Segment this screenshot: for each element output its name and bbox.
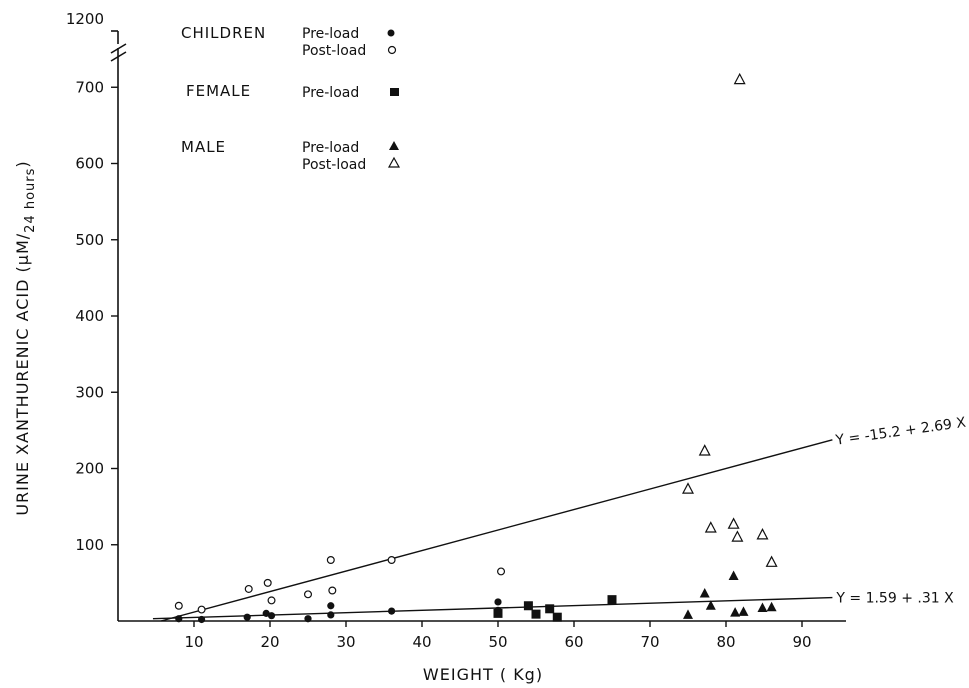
legend-group-female: FEMALE bbox=[186, 82, 251, 100]
data-point bbox=[523, 601, 533, 611]
data-point bbox=[756, 528, 769, 540]
x-ticks: 10 20 30 40 50 60 70 80 90 bbox=[184, 621, 812, 651]
data-point bbox=[388, 607, 396, 615]
data-point bbox=[699, 588, 710, 598]
data-point bbox=[733, 72, 746, 85]
y-axis-title-end: ) bbox=[13, 160, 32, 167]
data-point bbox=[267, 612, 276, 620]
data-points bbox=[174, 72, 778, 624]
data-point bbox=[682, 482, 694, 494]
x-axis-title: WEIGHT ( Kg) bbox=[423, 665, 543, 684]
x-tick-label: 90 bbox=[792, 633, 811, 651]
data-point bbox=[738, 606, 749, 616]
svg-text:URINE XANTHURENIC ACID (µM/24: URINE XANTHURENIC ACID (µM/24 hours) bbox=[13, 160, 38, 515]
legend: CHILDREN Pre-load Post-load FEMALE Pre-l… bbox=[181, 24, 401, 173]
data-point bbox=[704, 521, 717, 533]
data-point bbox=[198, 615, 206, 624]
data-point bbox=[552, 612, 562, 622]
data-point bbox=[197, 605, 206, 614]
data-point bbox=[607, 595, 617, 605]
data-point bbox=[705, 600, 716, 610]
data-point bbox=[263, 578, 272, 587]
data-point bbox=[731, 530, 744, 542]
data-point bbox=[494, 598, 502, 606]
legend-marker-children-pre bbox=[387, 29, 395, 37]
legend-marker-children-post bbox=[387, 45, 397, 55]
x-tick-label: 80 bbox=[716, 633, 735, 651]
regression-label: Y = -15.2 + 2.69 X bbox=[834, 415, 968, 449]
fit-lines: Y = -15.2 + 2.69 X Y = 1.59 + .31 X bbox=[152, 415, 968, 622]
y-axis-title: URINE XANTHURENIC ACID (µM/24 hours) bbox=[13, 160, 38, 515]
legend-marker-male-pre bbox=[389, 141, 399, 150]
data-point bbox=[327, 602, 335, 610]
data-point bbox=[244, 584, 253, 593]
data-point bbox=[497, 567, 506, 576]
data-point bbox=[698, 444, 711, 456]
data-point bbox=[267, 596, 276, 605]
legend-marker-female-pre bbox=[390, 88, 399, 96]
y-tick-label: 700 bbox=[75, 78, 104, 96]
y-axis-title-slash: / bbox=[13, 233, 32, 239]
y-tick-label: 400 bbox=[75, 307, 104, 325]
data-point bbox=[730, 607, 741, 617]
x-tick-label: 30 bbox=[336, 633, 355, 651]
data-point bbox=[493, 608, 503, 618]
x-tick-label: 60 bbox=[564, 633, 583, 651]
legend-group-children: CHILDREN bbox=[181, 24, 266, 42]
x-tick-label: 10 bbox=[184, 633, 203, 651]
x-tick-label: 20 bbox=[260, 633, 279, 651]
y-axis-title-main: URINE XANTHURENIC ACID (µM bbox=[13, 239, 32, 515]
y-tick-label: 200 bbox=[75, 460, 104, 478]
y-tick-label: 100 bbox=[75, 536, 104, 554]
data-point bbox=[326, 555, 335, 564]
x-tick-label: 40 bbox=[412, 633, 431, 651]
legend-label-male-pre: Pre-load bbox=[302, 140, 359, 156]
x-tick-label: 50 bbox=[488, 633, 507, 651]
data-point bbox=[174, 601, 183, 610]
x-tick-label: 70 bbox=[640, 633, 659, 651]
legend-marker-male-post bbox=[387, 156, 401, 168]
y-tick-label: 500 bbox=[75, 231, 104, 249]
data-point bbox=[387, 555, 396, 564]
data-point bbox=[327, 611, 335, 619]
y-axis-title-sub: 24 hours bbox=[23, 168, 38, 233]
y-break-label: 1200 bbox=[66, 10, 104, 28]
data-point bbox=[545, 604, 555, 614]
data-point bbox=[766, 601, 777, 612]
data-point bbox=[328, 586, 337, 595]
regression-label: Y = 1.59 + .31 X bbox=[835, 591, 954, 607]
y-axis-break bbox=[110, 43, 127, 62]
data-point bbox=[243, 613, 251, 621]
regression-line bbox=[152, 596, 833, 620]
legend-group-male: MALE bbox=[181, 138, 226, 156]
data-point bbox=[727, 517, 740, 529]
regression-line bbox=[160, 439, 833, 622]
legend-label-male-post: Post-load bbox=[302, 157, 366, 173]
legend-label-children-post: Post-load bbox=[302, 43, 366, 59]
data-point bbox=[304, 590, 313, 599]
data-point bbox=[304, 615, 312, 623]
data-point bbox=[765, 555, 778, 567]
y-ticks: 100 200 300 400 500 600 700 bbox=[75, 78, 118, 554]
y-tick-label: 300 bbox=[75, 383, 104, 401]
data-point bbox=[175, 615, 183, 623]
y-tick-label: 600 bbox=[75, 155, 104, 173]
data-point bbox=[531, 609, 541, 619]
data-point bbox=[728, 570, 739, 581]
legend-label-female-pre: Pre-load bbox=[302, 85, 359, 101]
data-point bbox=[683, 609, 693, 619]
data-point bbox=[757, 602, 768, 613]
legend-label-children-pre: Pre-load bbox=[302, 26, 359, 42]
